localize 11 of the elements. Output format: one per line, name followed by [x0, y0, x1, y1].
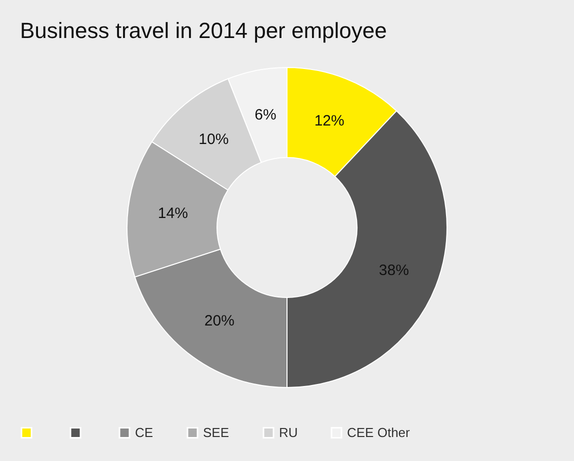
data-label: 38% [378, 262, 409, 279]
data-label: 20% [204, 312, 234, 330]
data-label: 10% [198, 130, 229, 148]
data-label: 6% [254, 106, 276, 124]
legend-label: SEE [203, 424, 230, 440]
data-label: 12% [314, 112, 344, 130]
legend-label: CEE Other [347, 424, 411, 440]
legend-label: RU [279, 424, 298, 440]
data-label: 14% [158, 205, 188, 222]
chart-title: Business travel in 2014 per employee [20, 18, 387, 43]
legend-label: CE [135, 424, 154, 440]
